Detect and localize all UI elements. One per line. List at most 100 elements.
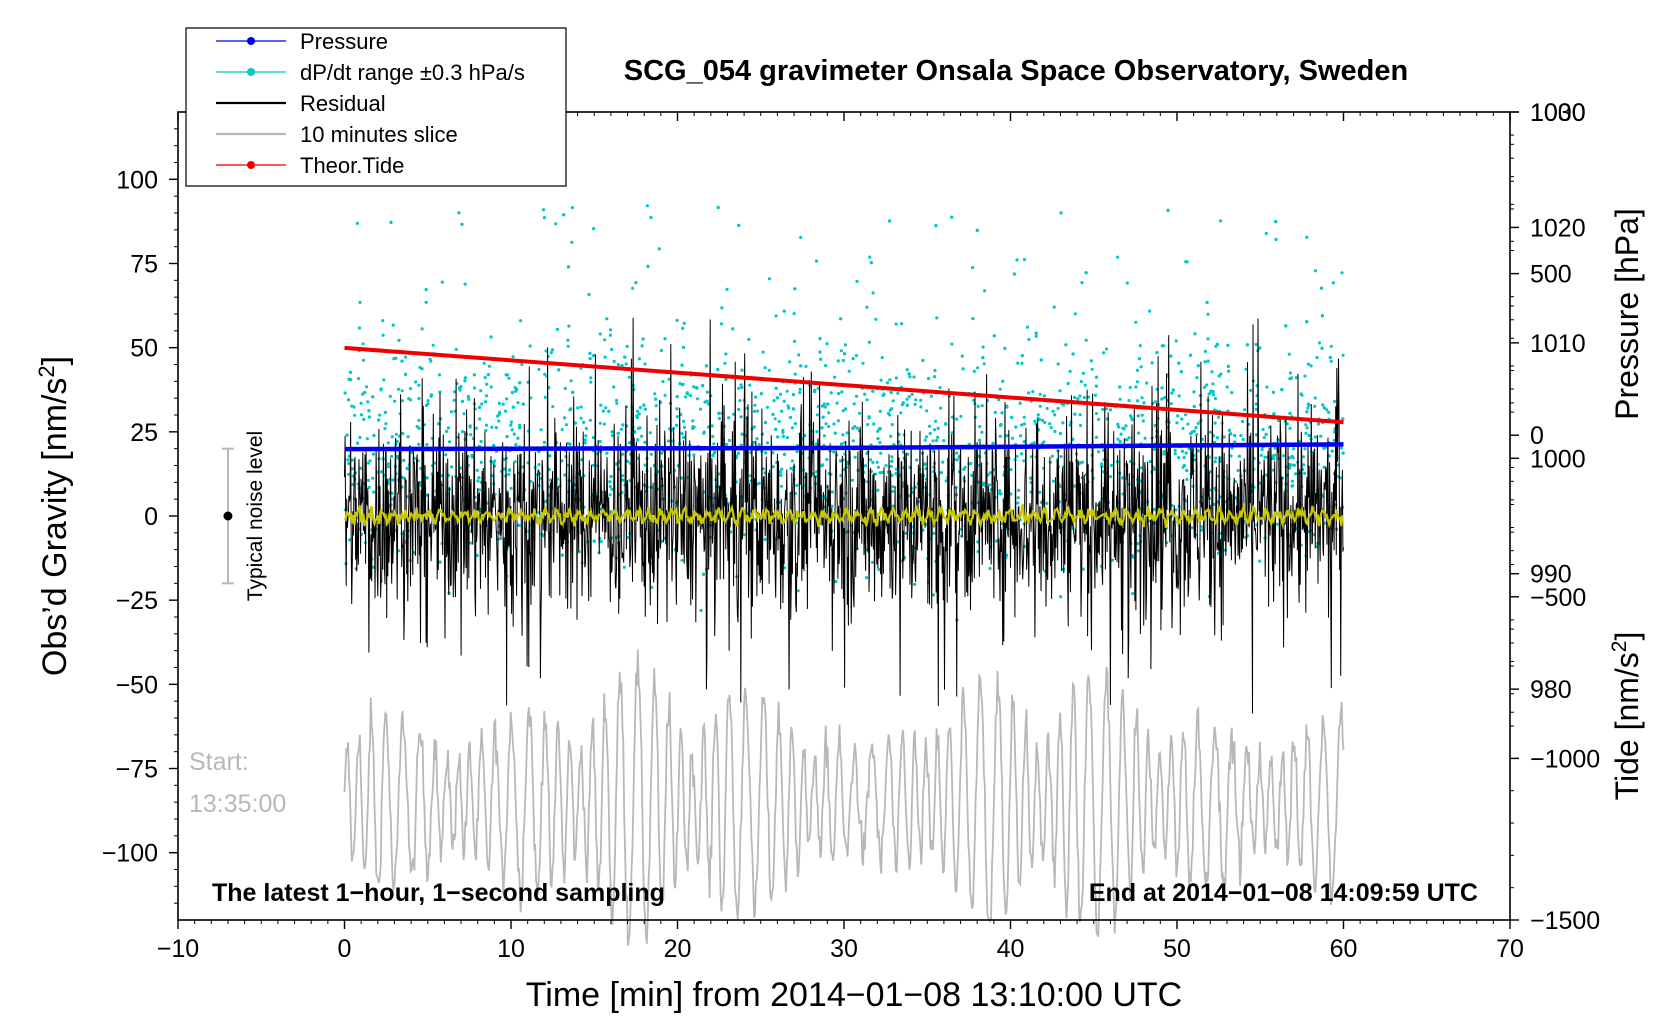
dpdt-point: [346, 398, 351, 402]
dpdt-point: [511, 355, 515, 359]
dpdt-point: [424, 288, 428, 292]
dpdt-point: [1196, 421, 1200, 425]
dpdt-point: [1331, 281, 1335, 285]
dpdt-point: [776, 435, 780, 439]
pressure-axis-label: Pressure [hPa]: [1609, 208, 1645, 420]
dpdt-point: [723, 361, 727, 365]
dpdt-point: [868, 255, 872, 259]
dpdt-point: [1135, 380, 1140, 384]
dpdt-point: [1082, 395, 1086, 400]
chart-title: SCG_054 gravimeter Onsala Space Observat…: [624, 55, 1408, 87]
dpdt-point: [417, 442, 421, 446]
dpdt-point: [365, 437, 369, 441]
dpdt-point: [637, 357, 642, 361]
legend-swatch-dot: [247, 37, 255, 45]
dpdt-point: [814, 442, 819, 446]
dpdt-point: [1049, 426, 1053, 430]
dpdt-point: [998, 489, 1002, 493]
dpdt-point: [406, 435, 410, 439]
dpdt-point: [1300, 393, 1304, 397]
dpdt-point: [459, 385, 463, 389]
dpdt-point: [950, 415, 955, 419]
dpdt-point: [1020, 361, 1024, 365]
dpdt-point: [1234, 496, 1238, 500]
dpdt-point: [657, 247, 661, 251]
dpdt-point: [1169, 402, 1173, 406]
dpdt-point: [767, 368, 772, 372]
dpdt-point: [417, 383, 421, 387]
dpdt-point: [767, 277, 772, 281]
dpdt-point: [1101, 407, 1105, 412]
dpdt-point: [819, 357, 823, 361]
dpdt-point: [1254, 342, 1258, 347]
dpdt-point: [372, 490, 376, 494]
dpdt-point: [649, 452, 653, 456]
dpdt-point: [560, 553, 565, 557]
dpdt-point: [1020, 423, 1024, 427]
dpdt-point: [788, 415, 793, 420]
dpdt-point: [485, 382, 489, 386]
dpdt-point: [1130, 418, 1134, 422]
dpdt-point: [1097, 450, 1101, 454]
dpdt-point: [528, 344, 532, 348]
dpdt-point: [1136, 542, 1140, 546]
residual-series: [344, 317, 1344, 714]
dpdt-point: [350, 458, 355, 462]
dpdt-point: [914, 398, 918, 402]
dpdt-point: [778, 470, 783, 474]
slice-series: [343, 649, 1345, 946]
start-label: Start:: [189, 748, 249, 776]
dpdt-point: [1148, 459, 1152, 464]
dpdt-point: [779, 392, 783, 396]
dpdt-point: [1116, 255, 1120, 259]
dpdt-point: [576, 406, 580, 410]
dpdt-point: [550, 348, 555, 352]
dpdt-point: [777, 419, 781, 424]
dpdt-point: [557, 368, 561, 372]
dpdt-point: [950, 431, 954, 435]
dpdt-point: [663, 337, 667, 341]
dpdt-point: [737, 407, 741, 411]
dpdt-point: [1321, 403, 1325, 407]
dpdt-point: [830, 490, 834, 494]
dpdt-point: [654, 397, 658, 401]
pressure-tick-label: 980: [1530, 676, 1572, 704]
dpdt-point: [1127, 436, 1131, 440]
dpdt-point: [1068, 369, 1072, 373]
dpdt-point: [1153, 467, 1157, 471]
dpdt-point: [624, 362, 628, 366]
dpdt-point: [1022, 440, 1026, 444]
dpdt-point: [542, 208, 546, 212]
dpdt-point: [480, 402, 484, 406]
dpdt-point: [1173, 448, 1177, 452]
dpdt-point: [692, 453, 696, 457]
dpdt-point: [1160, 397, 1164, 401]
dpdt-point: [563, 473, 567, 477]
dpdt-point: [582, 420, 586, 424]
dpdt-point: [1051, 479, 1056, 483]
dpdt-point: [551, 405, 555, 409]
dpdt-point: [1303, 471, 1307, 475]
dpdt-point: [663, 393, 667, 397]
dpdt-point: [429, 394, 433, 398]
legend-box: [185, 27, 567, 187]
dpdt-point: [701, 572, 706, 576]
dpdt-point: [868, 458, 873, 462]
dpdt-point: [913, 582, 917, 587]
dpdt-point: [724, 352, 728, 356]
y-tick-label: −50: [116, 671, 158, 699]
dpdt-point: [855, 279, 859, 283]
dpdt-point: [1180, 417, 1184, 421]
dpdt-point: [933, 375, 937, 379]
dpdt-point: [476, 479, 480, 483]
dpdt-point: [359, 413, 364, 417]
y-tick-label: 100: [116, 166, 158, 194]
dpdt-point: [1180, 449, 1184, 453]
dpdt-point: [681, 345, 686, 349]
dpdt-point: [468, 541, 473, 545]
dpdt-point: [346, 458, 350, 462]
dpdt-point: [798, 391, 802, 395]
dpdt-point: [1213, 421, 1217, 425]
dpdt-point: [1145, 381, 1149, 385]
dpdt-point: [610, 347, 614, 352]
